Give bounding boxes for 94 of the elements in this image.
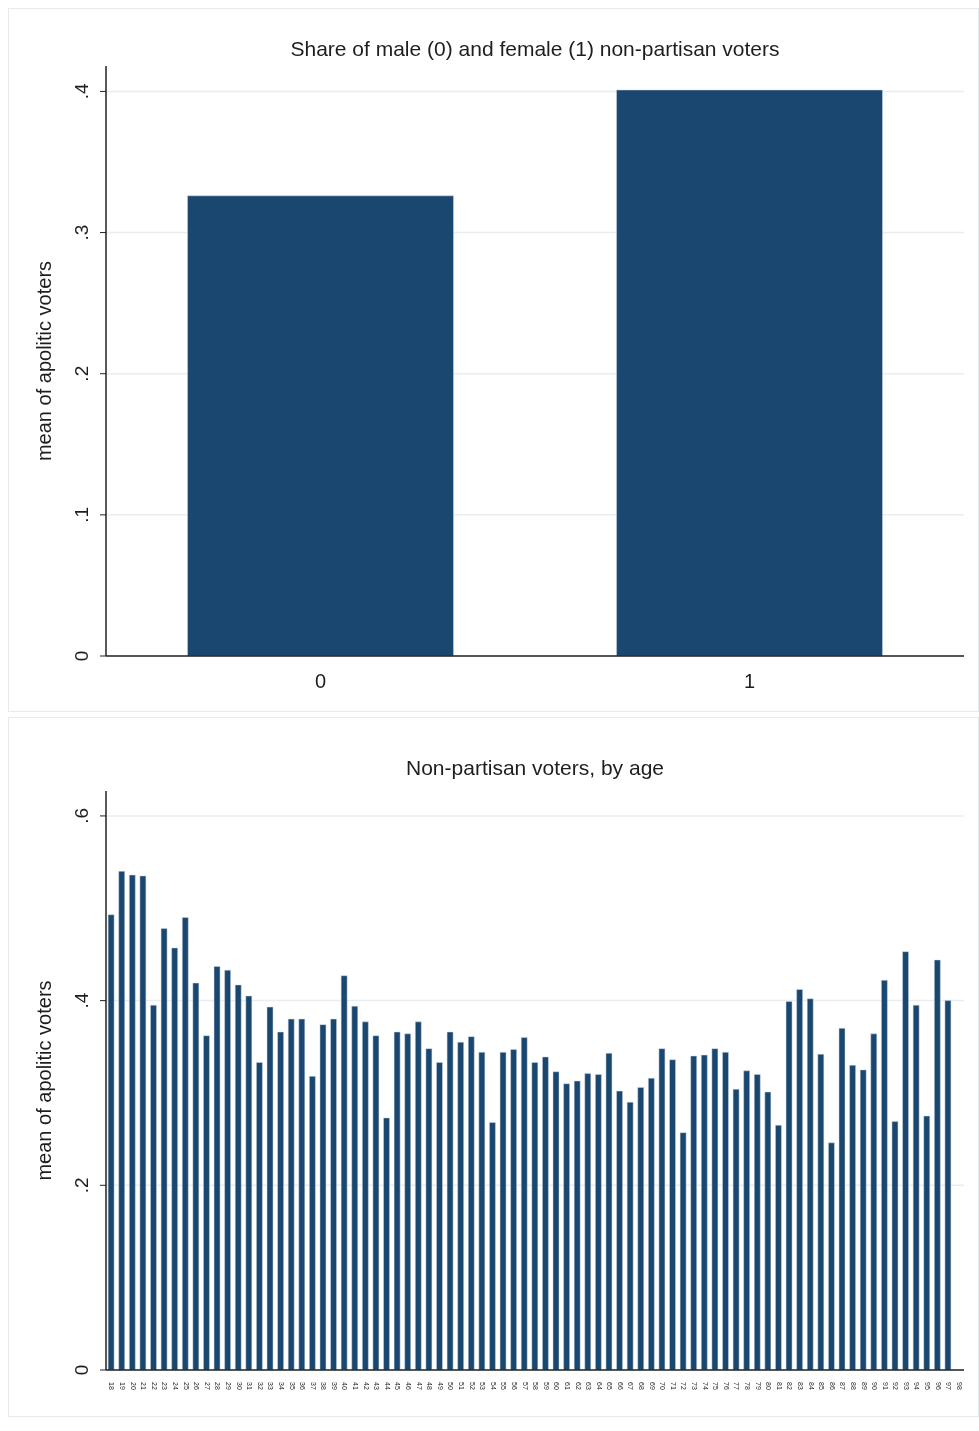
bar [182, 917, 189, 1370]
y-tick-label: .2 [71, 365, 92, 382]
bar [902, 951, 909, 1370]
bar [584, 1073, 592, 1370]
bar [404, 1033, 411, 1370]
y-axis-title: mean of apolitic voters [33, 980, 56, 1181]
bar [319, 1024, 327, 1370]
bar [701, 1054, 708, 1370]
bar [362, 1021, 369, 1370]
bar [785, 1001, 793, 1370]
bar [499, 1052, 507, 1370]
x-tick-label: 1 [743, 670, 756, 692]
bar [806, 998, 814, 1370]
bar [669, 1059, 676, 1370]
bar [224, 969, 231, 1370]
bar [626, 1101, 634, 1370]
bar [573, 1080, 581, 1370]
bar [796, 989, 803, 1370]
bar [934, 959, 941, 1370]
bar [732, 1089, 740, 1370]
bar [330, 1018, 337, 1370]
bar [245, 995, 253, 1370]
y-tick-label: .1 [71, 506, 92, 523]
bar [171, 947, 178, 1370]
bar [478, 1052, 486, 1370]
bar [468, 1036, 475, 1370]
bar [415, 1021, 422, 1370]
y-tick-label: .4 [71, 83, 92, 100]
bar [383, 1117, 390, 1370]
bar [266, 1006, 274, 1370]
bar [531, 1062, 539, 1370]
bar [870, 1033, 878, 1370]
bar [160, 928, 168, 1370]
bar [838, 1028, 846, 1370]
bar [616, 1090, 623, 1370]
chart-title: Share of male (0) and female (1) non-partisan voters [289, 36, 781, 62]
bar [944, 1000, 952, 1370]
bar [891, 1121, 899, 1370]
bar [309, 1076, 316, 1370]
bar [256, 1062, 263, 1370]
bar [690, 1055, 697, 1370]
bar [351, 1005, 358, 1370]
bar [754, 1074, 761, 1370]
y-axis-title: mean of apolitic voters [33, 260, 56, 462]
bar [234, 984, 242, 1370]
y-tick-label: .6 [71, 808, 92, 824]
bar [859, 1069, 867, 1370]
bar [563, 1083, 570, 1370]
y-tick-label: .4 [71, 992, 92, 1009]
bar [139, 875, 147, 1370]
bar [595, 1074, 602, 1370]
bar [150, 1004, 157, 1370]
bar [923, 1115, 930, 1370]
bar [637, 1087, 644, 1370]
bar [213, 966, 221, 1370]
bar [764, 1091, 772, 1370]
bar [648, 1077, 655, 1370]
bar [658, 1048, 666, 1370]
y-tick-label: 0 [71, 650, 92, 662]
bar [849, 1065, 856, 1370]
bar [605, 1053, 613, 1370]
bar [298, 1018, 306, 1370]
y-tick-label: .2 [71, 1177, 92, 1194]
bar [711, 1048, 719, 1370]
bar [912, 1004, 920, 1370]
bar [203, 1035, 210, 1370]
bar [192, 982, 200, 1370]
bar [881, 980, 888, 1370]
bar [679, 1132, 687, 1370]
bar [129, 874, 136, 1370]
bar [340, 975, 348, 1370]
bar [425, 1048, 433, 1370]
bar [287, 1018, 295, 1370]
bar [107, 914, 115, 1370]
bar [393, 1031, 401, 1370]
bar [510, 1049, 517, 1370]
y-tick-label: 0 [71, 1364, 92, 1376]
bar [817, 1053, 825, 1370]
chart-title: Non-partisan voters, by age [405, 755, 665, 781]
bar [520, 1037, 528, 1370]
bar [552, 1071, 560, 1370]
bar [372, 1035, 380, 1370]
bar [118, 871, 125, 1370]
bar [775, 1125, 782, 1370]
bar [457, 1041, 464, 1370]
bar [542, 1056, 549, 1370]
bar [722, 1052, 729, 1370]
bar [828, 1142, 835, 1370]
bar [277, 1031, 284, 1370]
bar [446, 1031, 454, 1370]
bar [436, 1062, 443, 1370]
bar [489, 1122, 496, 1370]
bar [743, 1070, 750, 1370]
y-tick-label: .3 [71, 224, 92, 241]
